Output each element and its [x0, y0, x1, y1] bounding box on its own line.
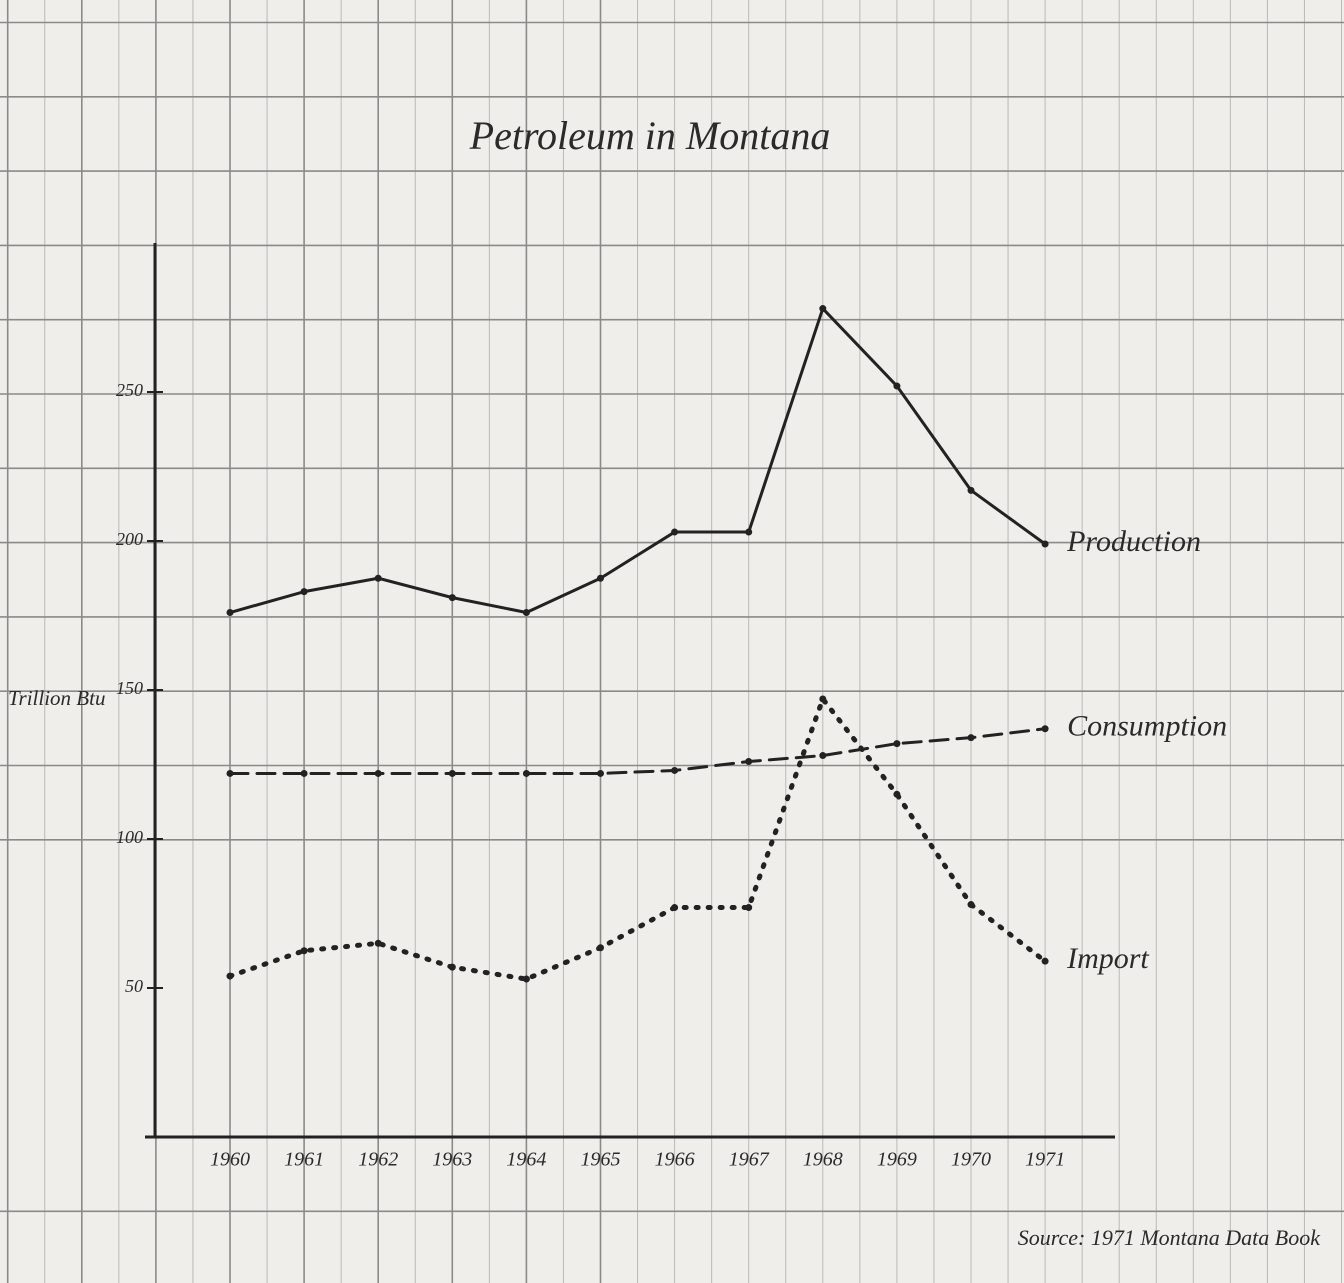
y-axis-label: Trillion Btu — [8, 686, 105, 710]
x-tick-label: 1962 — [358, 1149, 398, 1171]
data-point — [671, 528, 679, 536]
data-point — [522, 769, 530, 777]
data-point — [967, 734, 975, 742]
data-point — [671, 766, 679, 774]
x-tick-label: 1967 — [729, 1149, 770, 1171]
data-point — [226, 972, 234, 980]
data-point — [522, 975, 530, 983]
source-note: Source: 1971 Montana Data Book — [1018, 1225, 1321, 1250]
data-point — [893, 382, 901, 390]
x-tick-label: 1970 — [951, 1149, 991, 1171]
data-point — [597, 574, 604, 582]
y-tick-label: 200 — [116, 529, 143, 549]
data-point — [597, 769, 604, 777]
x-tick-label: 1960 — [210, 1149, 250, 1171]
data-point — [374, 574, 382, 582]
data-point — [967, 486, 975, 494]
series-label: Import — [1066, 942, 1149, 975]
data-point — [448, 963, 456, 971]
data-point — [300, 769, 308, 777]
data-point — [448, 594, 456, 602]
data-point — [226, 769, 234, 777]
data-point — [671, 904, 679, 912]
data-point — [819, 752, 827, 760]
series-label: Consumption — [1067, 710, 1227, 743]
x-tick-label: 1964 — [506, 1149, 546, 1171]
data-point — [893, 790, 901, 798]
x-tick-label: 1971 — [1025, 1149, 1065, 1171]
data-point — [522, 609, 530, 617]
series-label: Production — [1066, 525, 1201, 558]
x-tick-label: 1969 — [877, 1149, 917, 1171]
x-tick-label: 1963 — [432, 1149, 472, 1171]
data-point — [1041, 725, 1049, 733]
data-point — [1041, 540, 1049, 548]
data-point — [226, 609, 234, 617]
y-tick-label: 150 — [116, 678, 143, 698]
x-tick-label: 1965 — [581, 1149, 621, 1171]
data-point — [819, 305, 827, 313]
series-line — [228, 307, 1047, 615]
data-point — [745, 904, 753, 912]
y-tick-label: 100 — [116, 827, 143, 847]
data-point — [745, 528, 753, 536]
chart-title: Petroleum in Montana — [469, 113, 831, 158]
data-point — [819, 695, 827, 703]
x-tick-label: 1961 — [284, 1149, 324, 1171]
data-point — [374, 769, 382, 777]
data-point — [893, 740, 901, 748]
data-point — [300, 588, 308, 596]
y-tick-label: 250 — [116, 380, 143, 400]
data-point — [967, 901, 975, 909]
data-point — [745, 758, 753, 766]
series-line — [228, 727, 1047, 775]
data-point — [1041, 957, 1049, 965]
x-tick-label: 1968 — [803, 1149, 843, 1171]
data-point — [597, 944, 604, 952]
data-point — [300, 947, 308, 955]
data-point — [448, 769, 456, 777]
x-tick-label: 1966 — [655, 1149, 695, 1171]
data-point — [374, 939, 382, 947]
y-tick-label: 50 — [125, 976, 143, 996]
